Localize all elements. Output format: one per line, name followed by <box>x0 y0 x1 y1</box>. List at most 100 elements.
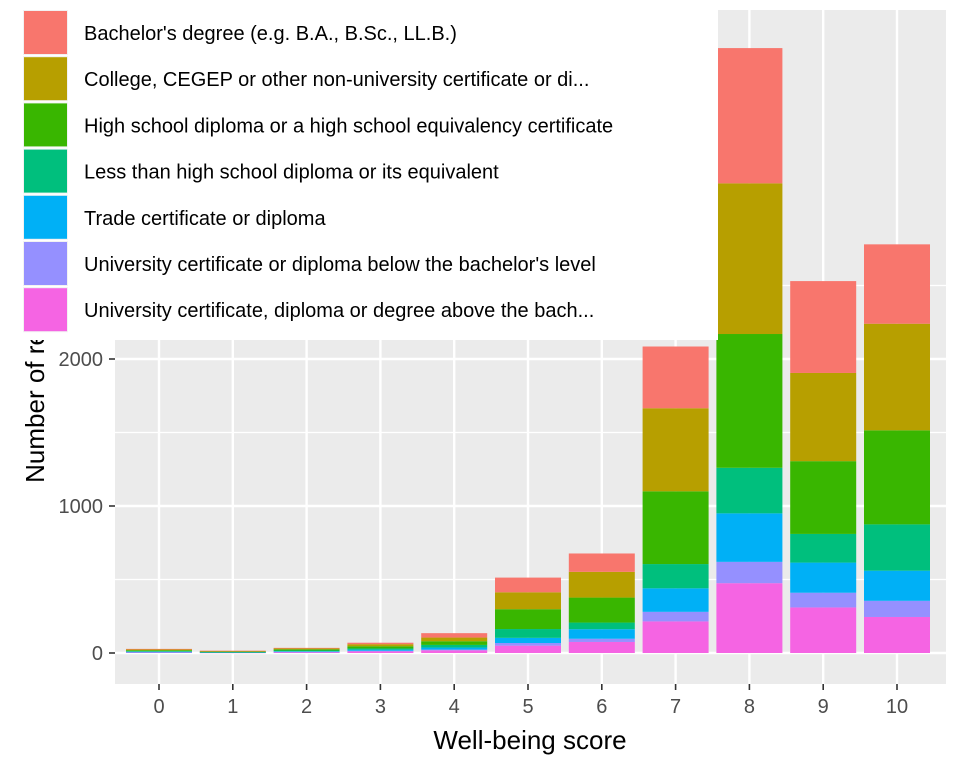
bar-segment-3-s1 <box>347 650 414 652</box>
bar-segment-10-s0 <box>864 616 930 653</box>
bar-segment-7-s1 <box>642 611 709 622</box>
y-tick-label: 1000 <box>59 496 104 518</box>
bar-segment-5-s3 <box>495 629 561 638</box>
bar-segment-4-s6 <box>421 633 488 638</box>
bar-segment-9-s6 <box>790 281 857 373</box>
legend-swatch <box>24 57 67 101</box>
bar-segment-6-s3 <box>568 622 635 630</box>
bar-segment-9-s2 <box>790 562 857 593</box>
bar-segment-9-s4 <box>790 461 857 534</box>
legend-swatch <box>24 149 67 193</box>
bar-segment-3-s3 <box>347 648 414 650</box>
bar-segment-5-s2 <box>495 637 561 644</box>
bar-segment-5-s6 <box>495 577 561 593</box>
bar-segment-3-s4 <box>347 646 414 649</box>
bar-segment-8-s4 <box>716 334 783 468</box>
bar-segment-8-s5 <box>716 183 783 335</box>
bar-segment-2-s5 <box>273 648 340 650</box>
bar-segment-4-s5 <box>421 637 488 642</box>
bar-segment-2-s6 <box>273 647 340 649</box>
x-tick-label: 2 <box>301 696 312 718</box>
bar-segment-4-s3 <box>421 644 488 648</box>
bar-segment-8-s3 <box>716 467 783 514</box>
bar-segment-2-s1 <box>273 651 340 653</box>
y-tick-label: 0 <box>92 643 103 665</box>
x-tick-label: 7 <box>670 696 681 718</box>
legend-background <box>0 0 718 340</box>
bar-segment-4-s2 <box>421 647 488 650</box>
bar-segment-3-s0 <box>347 651 414 653</box>
bar-segment-1-s6 <box>199 650 266 652</box>
bar-segment-9-s0 <box>790 607 857 653</box>
bar-segment-6-s6 <box>568 553 635 572</box>
x-tick-label: 5 <box>522 696 533 718</box>
bar-segment-4-s0 <box>421 650 488 653</box>
bar-segment-7-s4 <box>642 491 709 565</box>
bar-segment-0-s5 <box>126 649 192 651</box>
bar-segment-1-s4 <box>199 651 266 653</box>
bar-segment-1-s3 <box>199 651 266 653</box>
bar-segment-8-s1 <box>716 561 783 584</box>
legend: Bachelor's degree (e.g. B.A., B.Sc., LL.… <box>0 0 718 340</box>
bar-segment-0-s1 <box>126 652 192 653</box>
bar-segment-6-s5 <box>568 571 635 598</box>
bar-segment-4-s1 <box>421 649 488 651</box>
x-tick-label: 9 <box>818 696 829 718</box>
bar-segment-10-s5 <box>864 323 930 431</box>
x-tick-label: 3 <box>375 696 386 718</box>
bar-segment-10-s3 <box>864 524 930 571</box>
bar-segment-5-s0 <box>495 645 561 653</box>
legend-label: University certificate or diploma below … <box>84 254 596 276</box>
legend-swatch <box>24 242 67 285</box>
x-tick-label: 1 <box>227 696 238 718</box>
bar-segment-9-s5 <box>790 372 857 462</box>
bar-segment-7-s6 <box>642 346 709 409</box>
bars-group <box>126 48 930 654</box>
x-tick-label: 4 <box>449 696 460 718</box>
legend-swatch <box>24 11 67 54</box>
x-tick-label: 8 <box>744 696 755 718</box>
legend-swatch <box>24 195 67 239</box>
bar-segment-9-s3 <box>790 533 857 563</box>
bar-segment-10-s4 <box>864 430 930 525</box>
bar-segment-8-s0 <box>716 583 783 653</box>
bar-segment-10-s6 <box>864 244 930 324</box>
x-tick-label: 10 <box>886 696 908 718</box>
bar-segment-2-s0 <box>273 652 340 653</box>
bar-segment-6-s1 <box>568 638 635 642</box>
legend-label: College, CEGEP or other non-university c… <box>84 69 589 91</box>
bar-segment-5-s5 <box>495 592 561 610</box>
bar-segment-5-s4 <box>495 609 561 630</box>
bar-segment-7-s5 <box>642 408 709 492</box>
bar-segment-3-s6 <box>347 642 414 645</box>
bar-segment-2-s3 <box>273 650 340 652</box>
legend-label: University certificate, diploma or degre… <box>84 300 594 322</box>
bar-segment-3-s2 <box>347 649 414 651</box>
bar-segment-0-s3 <box>126 651 192 652</box>
x-axis-title: Well-being score <box>433 725 626 755</box>
x-tick-label: 6 <box>596 696 607 718</box>
bar-segment-7-s0 <box>642 621 709 653</box>
legend-label: Bachelor's degree (e.g. B.A., B.Sc., LL.… <box>84 23 457 45</box>
y-axis: 0 1000 2000 <box>59 349 115 665</box>
bar-segment-10-s1 <box>864 600 930 617</box>
bar-segment-2-s4 <box>273 649 340 651</box>
bar-segment-0-s2 <box>126 651 192 653</box>
legend-swatch <box>24 103 67 147</box>
bar-segment-4-s4 <box>421 641 488 645</box>
bar-segment-10-s2 <box>864 570 930 601</box>
bar-segment-9-s1 <box>790 592 857 608</box>
bar-segment-0-s4 <box>126 650 192 652</box>
bar-segment-6-s4 <box>568 597 635 623</box>
bar-segment-2-s2 <box>273 651 340 652</box>
y-tick-label: 2000 <box>59 349 104 371</box>
bar-segment-6-s0 <box>568 641 635 653</box>
x-axis: 0 1 2 3 4 5 6 7 8 9 10 <box>153 684 908 718</box>
bar-segment-8-s2 <box>716 513 783 562</box>
bar-segment-5-s1 <box>495 643 561 646</box>
legend-label: Trade certificate or diploma <box>84 208 326 230</box>
x-tick-label: 0 <box>153 696 164 718</box>
bar-segment-1-s5 <box>199 651 266 652</box>
legend-label: Less than high school diploma or its equ… <box>84 162 499 184</box>
